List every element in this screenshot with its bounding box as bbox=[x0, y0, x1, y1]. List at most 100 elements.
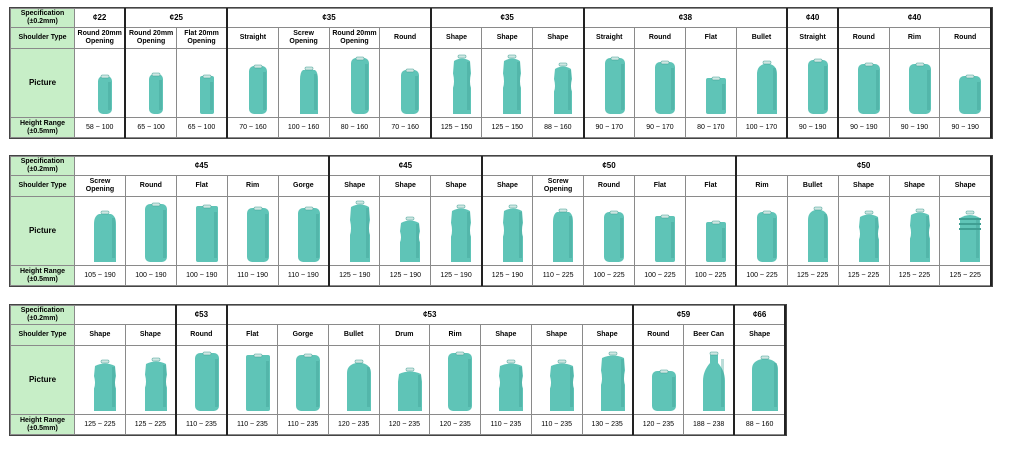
shoulder-type-cell: Round bbox=[633, 27, 686, 49]
height-range-cell: 90 ~ 190 bbox=[939, 117, 993, 138]
spec-cell: ¢53 bbox=[226, 305, 634, 325]
container-illustration bbox=[246, 206, 269, 262]
container-illustration bbox=[757, 210, 778, 262]
container-illustration bbox=[502, 204, 523, 262]
shoulder-type-cell: Screw Opening bbox=[277, 27, 330, 49]
spec-label: Specification (±0.2mm) bbox=[10, 305, 75, 325]
container-illustration bbox=[705, 76, 726, 114]
spec-cell: ¢38 bbox=[583, 8, 789, 28]
picture-cell bbox=[888, 48, 941, 118]
height-range-cell: 125 ~ 225 bbox=[124, 414, 177, 435]
height-range-cell: 110 ~ 235 bbox=[226, 414, 278, 435]
picture-cell bbox=[633, 48, 686, 118]
shoulder-type-label: Shoulder Type bbox=[10, 175, 75, 197]
height-range-cell: 125 ~ 225 bbox=[74, 414, 126, 435]
height-range-cell: 100 ~ 170 bbox=[735, 117, 789, 138]
shoulder-type-cell: Gorge bbox=[277, 175, 331, 197]
height-range-cell: 125 ~ 150 bbox=[430, 117, 483, 138]
height-range-cell: 110 ~ 235 bbox=[175, 414, 228, 435]
container-illustration bbox=[249, 64, 268, 114]
container-illustration bbox=[199, 74, 214, 114]
picture-cell bbox=[74, 345, 126, 415]
height-range-cell: 120 ~ 235 bbox=[429, 414, 481, 435]
container-illustration bbox=[604, 210, 625, 262]
shoulder-type-cell: Screw Opening bbox=[74, 175, 126, 197]
picture-cell bbox=[328, 48, 381, 118]
container-illustration bbox=[807, 206, 828, 262]
container-illustration bbox=[756, 60, 777, 114]
container-illustration bbox=[654, 60, 675, 114]
height-range-cell: 125 ~ 190 bbox=[430, 265, 483, 286]
height-range-cell: 120 ~ 235 bbox=[327, 414, 380, 435]
picture-cell bbox=[277, 345, 329, 415]
picture-cell bbox=[939, 48, 993, 118]
height-range-cell: 100 ~ 225 bbox=[684, 265, 738, 286]
spec-cell: ¢50 bbox=[481, 156, 738, 176]
height-range-cell: 125 ~ 225 bbox=[837, 265, 890, 286]
shoulder-type-cell: Round bbox=[837, 27, 890, 49]
shoulder-type-cell: Shape bbox=[328, 175, 381, 197]
picture-cell bbox=[175, 345, 228, 415]
picture-cell bbox=[328, 196, 381, 266]
height-range-cell: 100 ~ 225 bbox=[633, 265, 686, 286]
shoulder-type-cell: Shape bbox=[939, 175, 993, 197]
height-range-cell: 125 ~ 225 bbox=[939, 265, 993, 286]
height-range-cell: 88 ~ 160 bbox=[733, 414, 786, 435]
shoulder-type-cell: Screw Opening bbox=[532, 175, 585, 197]
shoulder-type-cell: Gorge bbox=[277, 324, 329, 346]
picture-cell bbox=[481, 48, 534, 118]
container-illustration bbox=[554, 62, 573, 114]
shoulder-type-cell: Drum bbox=[378, 324, 431, 346]
container-illustration bbox=[397, 367, 422, 411]
container-illustration bbox=[703, 351, 725, 411]
picture-cell bbox=[786, 196, 839, 266]
spec-cell: ¢66 bbox=[733, 305, 786, 325]
shoulder-type-cell: Bullet bbox=[327, 324, 380, 346]
spec-cell: ¢45 bbox=[328, 156, 483, 176]
picture-cell bbox=[175, 48, 229, 118]
height-range-cell: 100 ~ 190 bbox=[124, 265, 177, 286]
height-range-cell: 110 ~ 190 bbox=[277, 265, 331, 286]
picture-cell bbox=[327, 345, 380, 415]
spec-cell: ¢45 bbox=[74, 156, 331, 176]
spec-cell: ¢35 bbox=[226, 8, 432, 28]
picture-cell bbox=[430, 196, 483, 266]
height-range-label: Height Range (±0.5mm) bbox=[10, 117, 75, 138]
shoulder-type-cell: Flat bbox=[175, 175, 228, 197]
container-illustration bbox=[959, 74, 982, 114]
shoulder-type-cell: Bullet bbox=[786, 175, 839, 197]
height-range-cell: 120 ~ 235 bbox=[632, 414, 684, 435]
container-illustration bbox=[195, 204, 218, 262]
picture-cell bbox=[583, 48, 635, 118]
container-illustration bbox=[499, 359, 523, 411]
shoulder-type-cell: Rim bbox=[888, 27, 941, 49]
container-illustration bbox=[909, 208, 930, 262]
picture-cell bbox=[583, 196, 635, 266]
picture-cell bbox=[480, 345, 532, 415]
shoulder-type-cell: Flat bbox=[684, 175, 738, 197]
container-illustration bbox=[604, 56, 625, 114]
height-range-cell: 80 ~ 160 bbox=[328, 117, 381, 138]
shoulder-type-cell: Shape bbox=[837, 175, 890, 197]
height-range-cell: 70 ~ 160 bbox=[226, 117, 279, 138]
shoulder-type-cell: Beer Can bbox=[683, 324, 736, 346]
shoulder-type-cell: Shape bbox=[74, 324, 126, 346]
height-range-cell: 100 ~ 160 bbox=[277, 117, 330, 138]
height-range-label: Height Range (±0.5mm) bbox=[10, 265, 75, 286]
shoulder-type-cell: Straight bbox=[583, 27, 635, 49]
container-illustration bbox=[451, 204, 472, 262]
height-range-cell: 80 ~ 170 bbox=[684, 117, 737, 138]
shoulder-type-cell: Round bbox=[583, 175, 635, 197]
container-illustration bbox=[149, 72, 164, 114]
spec-cell bbox=[74, 305, 177, 325]
height-range-cell: 188 ~ 238 bbox=[683, 414, 736, 435]
spec-table-1: Specification (±0.2mm) ¢22 ¢25 ¢35 ¢35 ¢38 ¢40 ¢… bbox=[9, 7, 993, 139]
shoulder-type-cell: Shape bbox=[481, 175, 534, 197]
shoulder-type-cell: Rim bbox=[429, 324, 481, 346]
container-illustration bbox=[553, 208, 574, 262]
shoulder-type-cell: Shape bbox=[379, 175, 432, 197]
height-range-cell: 125 ~ 190 bbox=[481, 265, 534, 286]
height-range-cell: 125 ~ 190 bbox=[328, 265, 381, 286]
height-range-cell: 110 ~ 235 bbox=[480, 414, 532, 435]
container-illustration bbox=[350, 56, 369, 114]
